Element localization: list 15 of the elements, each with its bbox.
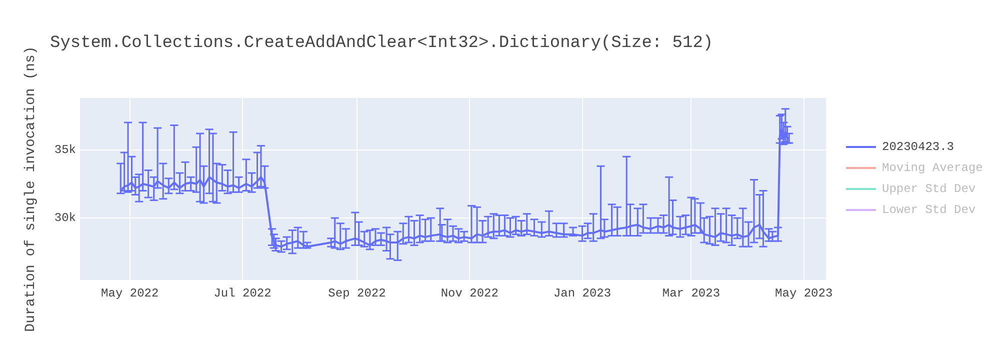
- x-tick-label: May 2022: [101, 286, 159, 300]
- legend-label: Upper Std Dev: [882, 182, 976, 196]
- x-tick-label: Mar 2023: [662, 286, 720, 300]
- legend-label: Moving Average: [882, 160, 983, 174]
- legend-label: Lower Std Dev: [882, 202, 976, 216]
- y-axis-title: Duration of single invocation (ns): [23, 46, 39, 332]
- x-tick-label: Jan 2023: [553, 286, 612, 300]
- x-tick-label: Nov 2022: [440, 286, 498, 300]
- x-tick-label: Sep 2022: [328, 286, 386, 300]
- legend-label: 20230423.3: [882, 140, 954, 154]
- y-tick-label: 35k: [54, 142, 76, 157]
- y-tick-label: 30k: [54, 211, 76, 226]
- x-tick-label: May 2023: [775, 286, 833, 300]
- chart-title: System.Collections.CreateAddAndClear<Int32>.Dictionary(Size: 512): [50, 34, 714, 53]
- x-tick-label: Jul 2022: [214, 286, 272, 300]
